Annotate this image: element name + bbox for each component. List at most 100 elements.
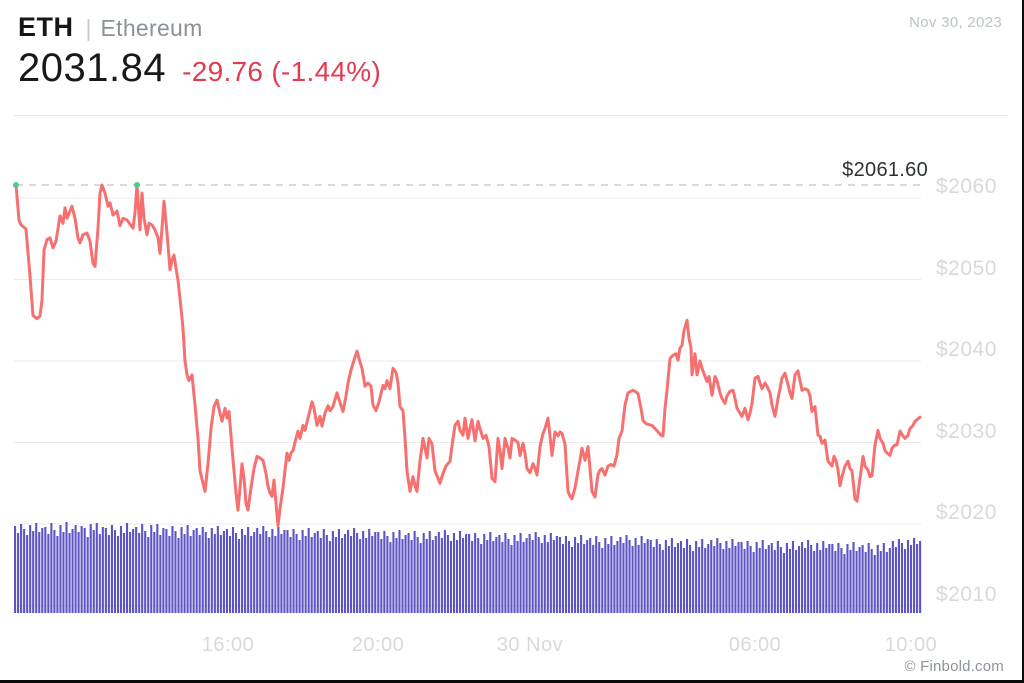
volume-bar (791, 541, 795, 613)
volume-bar (570, 547, 574, 613)
coin-name: Ethereum (100, 15, 203, 41)
volume-bar (259, 534, 262, 613)
volume-bar (685, 539, 689, 613)
volume-bar (710, 540, 713, 613)
x-tick-label: 20:00 (351, 634, 405, 656)
volume-bar (334, 537, 337, 613)
volume-bar (340, 538, 344, 613)
volume-bar (59, 525, 62, 613)
volume-bar (189, 536, 192, 613)
volume-bar (713, 546, 716, 613)
volume-bar (867, 543, 870, 613)
volume-bar (56, 536, 59, 613)
volume-bar (74, 525, 77, 613)
high-marker-dot (134, 181, 140, 188)
volume-bar (331, 531, 334, 613)
volume-bar (443, 530, 446, 613)
volume-bar (23, 529, 26, 613)
volume-bar (589, 538, 592, 613)
volume-bar (437, 532, 440, 613)
volume-bar (586, 540, 589, 613)
volume-bar (107, 535, 110, 613)
volume-bar (628, 540, 631, 613)
volume-bar (35, 523, 38, 613)
volume-bar (153, 532, 156, 613)
volume-bar (816, 543, 819, 613)
volume-bar (313, 533, 316, 613)
volume-bar (368, 529, 371, 613)
x-tick-label: 16:00 (201, 634, 255, 656)
volume-bar (310, 537, 313, 613)
volume-bar (395, 538, 398, 613)
volume-bar (552, 540, 555, 613)
volume-bar (788, 549, 792, 613)
volume-bar (150, 525, 153, 613)
volume-bar (610, 536, 613, 613)
volume-bar (643, 543, 646, 613)
volume-bar (135, 527, 138, 613)
volume-bar (468, 534, 471, 613)
volume-bar (474, 533, 477, 613)
volume-bar (613, 545, 616, 613)
volume-bar (598, 542, 601, 613)
volume-bar (749, 546, 752, 613)
volume-bar (794, 550, 798, 613)
volume-bar (489, 532, 492, 613)
volume-bar (304, 536, 307, 613)
volume-bar (528, 534, 531, 613)
volume-bar (558, 537, 561, 613)
volume-bar (480, 544, 483, 613)
x-tick-label: 10:00 (884, 634, 938, 656)
volume-bar (555, 536, 558, 613)
volume-bar (807, 540, 810, 613)
volume-bar (879, 551, 882, 613)
volume-bar (486, 540, 489, 613)
volume-bar (567, 541, 571, 613)
volume-bar (216, 526, 219, 613)
volume-bar (38, 532, 41, 613)
volume-bar (413, 531, 416, 613)
volume-bar (238, 539, 241, 613)
volume-bar (731, 539, 734, 613)
current-price: 2031.84 (18, 46, 167, 90)
volume-bar (132, 529, 135, 613)
volume-bar (531, 540, 534, 613)
volume-bar (298, 540, 301, 613)
volume-bar (86, 537, 89, 613)
volume-bar (256, 528, 259, 613)
volume-bar (186, 525, 189, 613)
volume-bar (277, 527, 280, 613)
volume-bar (407, 533, 410, 613)
volume-bar (228, 536, 232, 613)
volume-bar (307, 528, 310, 613)
volume-bar (801, 542, 804, 613)
volume-bar (295, 534, 298, 613)
volume-bar (676, 543, 680, 613)
volume-bar (192, 530, 195, 613)
coin-symbol: ETH (18, 12, 74, 42)
volume-bar (682, 548, 686, 613)
volume-bar (122, 533, 126, 613)
volume-bar (673, 547, 676, 613)
volume-bar (870, 549, 873, 613)
header-divider (14, 115, 1008, 116)
volume-bar (704, 548, 707, 613)
y-tick-label: $2040 (936, 338, 997, 361)
volume-bar (864, 552, 867, 613)
volume-bar (483, 534, 486, 613)
volume-bar (71, 529, 74, 613)
high-marker-dot (13, 181, 19, 188)
volume-bar (20, 524, 23, 613)
volume-bar (449, 541, 452, 613)
volume-bar (622, 543, 625, 613)
volume-bar (47, 534, 50, 613)
volume-bar (564, 536, 568, 613)
volume-bar (631, 546, 634, 613)
volume-bar (540, 543, 543, 613)
volume-bar (701, 539, 704, 613)
volume-bar (431, 540, 434, 613)
volume-bar (353, 528, 356, 613)
y-tick-label: $2050 (936, 256, 997, 280)
volume-bar (625, 535, 628, 613)
volume-bar (679, 541, 683, 613)
